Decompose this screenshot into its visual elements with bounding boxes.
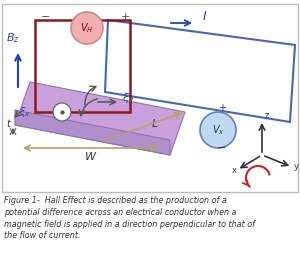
Text: t: t — [6, 119, 10, 129]
Text: −: − — [41, 12, 51, 22]
Circle shape — [71, 12, 103, 44]
Text: $V_H$: $V_H$ — [80, 21, 94, 35]
Text: $\xi_y$: $\xi_y$ — [122, 92, 134, 108]
Text: x: x — [232, 166, 237, 175]
Text: L: L — [152, 119, 158, 129]
Circle shape — [53, 103, 71, 121]
Text: W: W — [85, 152, 95, 162]
Circle shape — [200, 112, 236, 148]
Text: $B_z$: $B_z$ — [6, 31, 20, 45]
Text: $V_x$: $V_x$ — [212, 123, 224, 137]
FancyBboxPatch shape — [2, 4, 298, 192]
Text: z: z — [265, 111, 269, 120]
Text: +: + — [120, 12, 130, 22]
Text: +: + — [218, 103, 226, 113]
Text: $\xi_x$: $\xi_x$ — [19, 105, 31, 119]
Text: −: − — [217, 143, 227, 153]
Text: y: y — [294, 162, 299, 171]
Polygon shape — [15, 110, 170, 155]
Text: Figure 1-  Hall Effect is described as the production of a
potential difference : Figure 1- Hall Effect is described as th… — [4, 196, 255, 240]
Polygon shape — [15, 82, 185, 155]
Text: I: I — [203, 10, 207, 23]
Bar — [35, 20, 130, 112]
